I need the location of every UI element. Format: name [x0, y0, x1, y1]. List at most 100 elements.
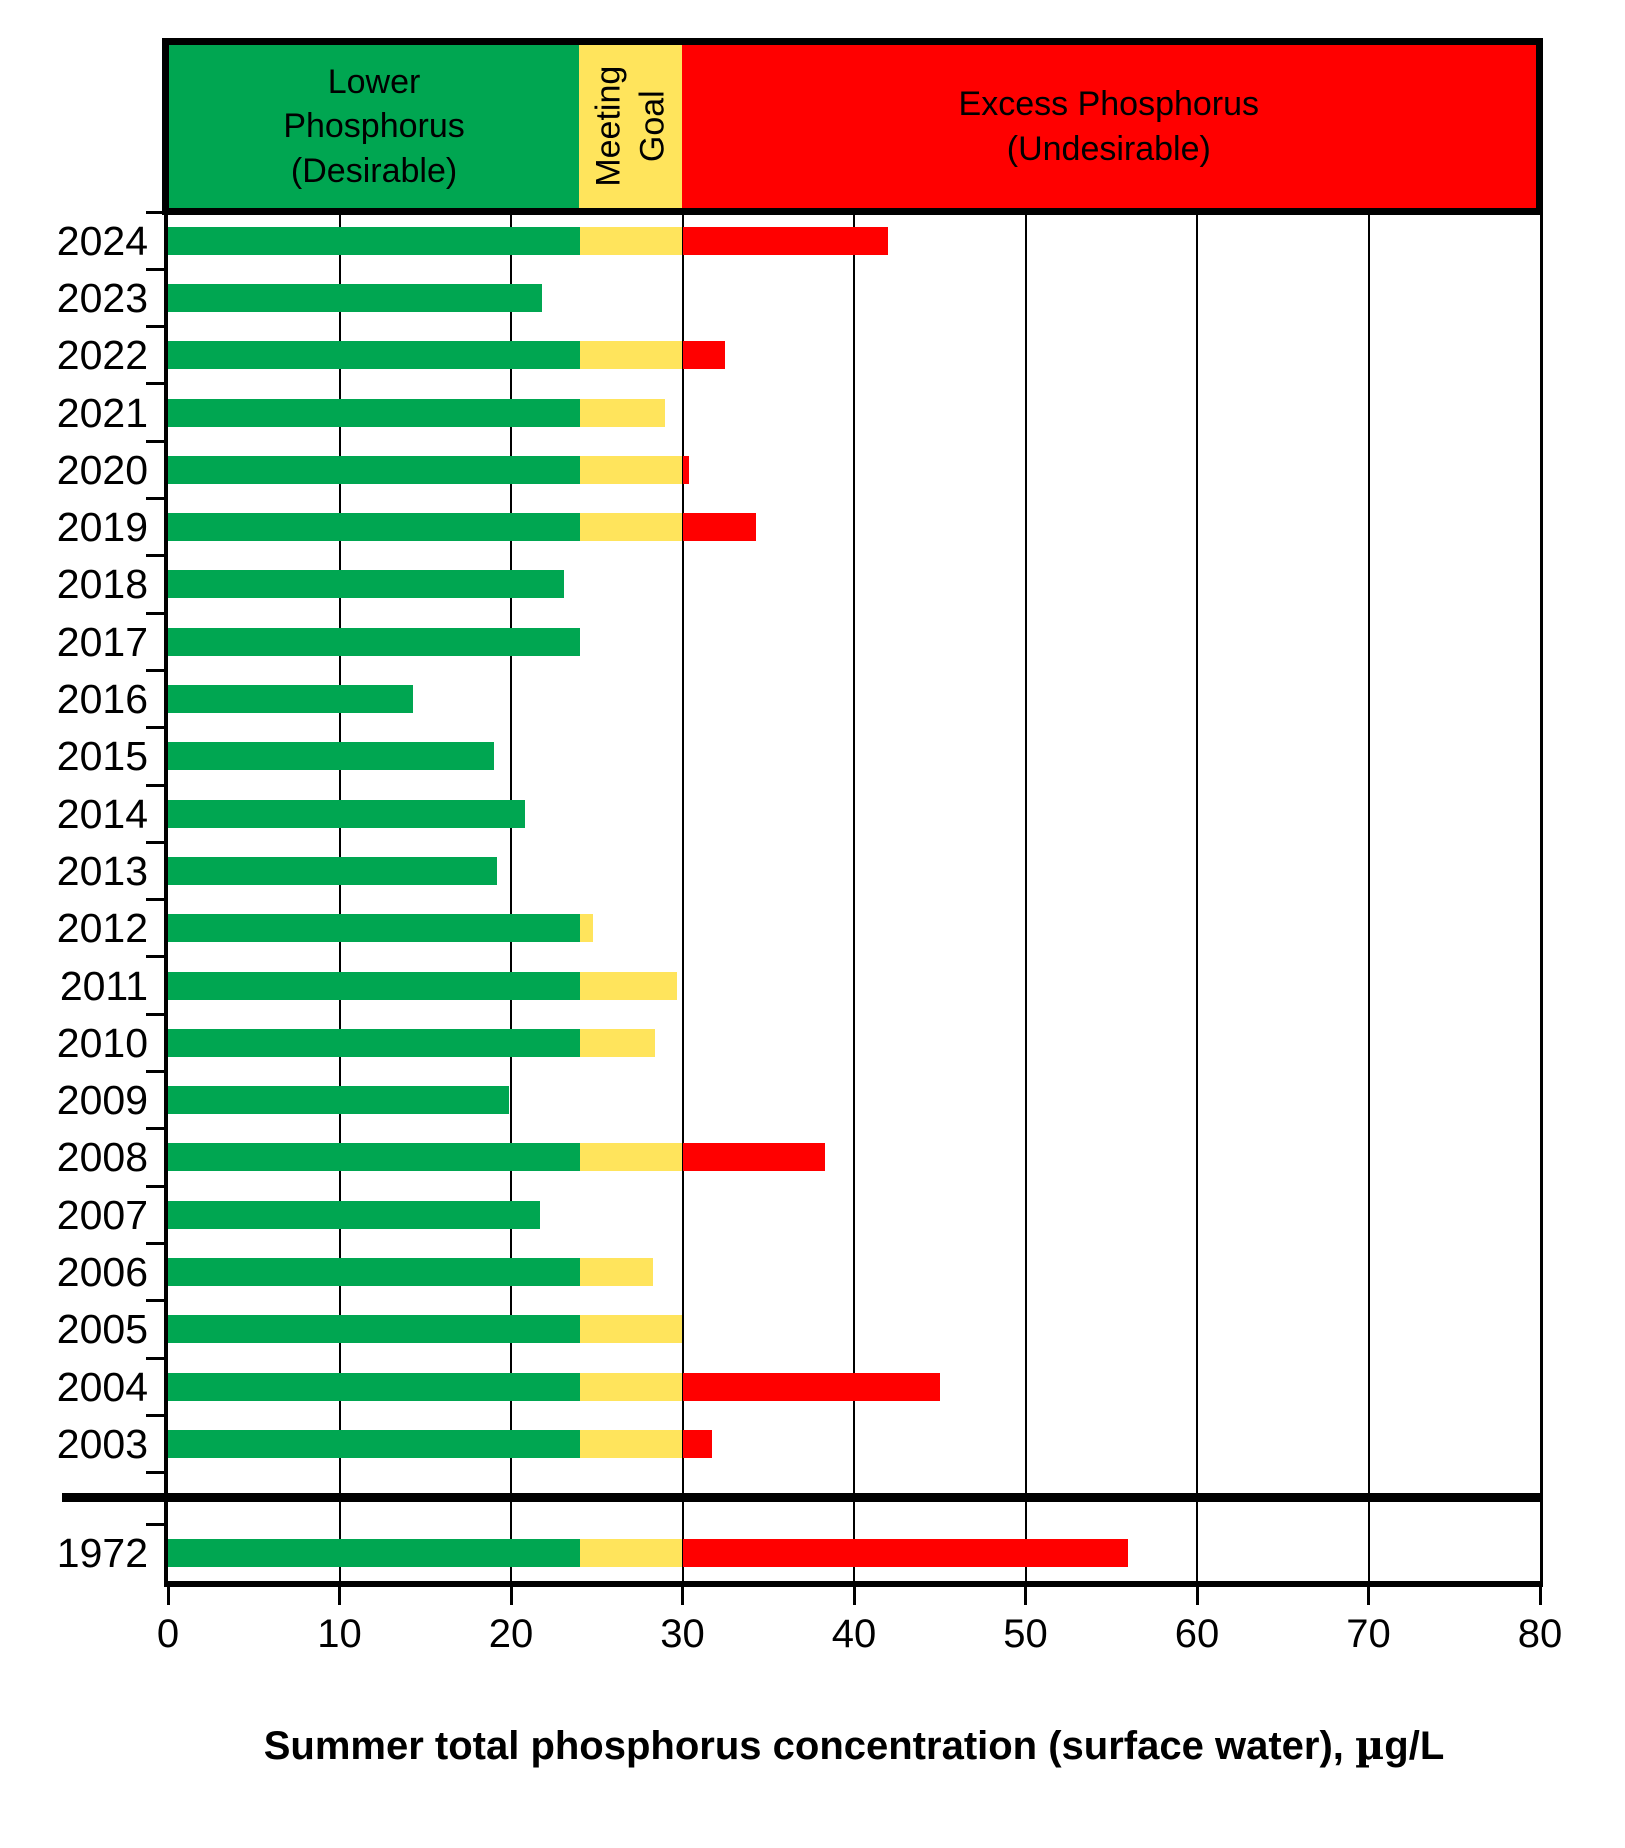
x-axis-tick-label-30: 30 — [660, 1612, 705, 1656]
bar-2023-green — [168, 283, 542, 312]
x-axis-tick-label-10: 10 — [317, 1612, 362, 1656]
y-axis-label-2022: 2022 — [56, 332, 148, 379]
gridline-20 — [510, 212, 512, 1581]
gridline-10 — [338, 212, 341, 1581]
bar-1972-red — [682, 1538, 1129, 1567]
gridline-70 — [1367, 212, 1370, 1581]
y-axis-tick — [146, 439, 164, 443]
y-axis-tick — [146, 325, 164, 329]
x-axis-tick — [1538, 1587, 1542, 1605]
bar-2011-green — [168, 971, 580, 1000]
x-axis-tick-label-60: 60 — [1174, 1612, 1220, 1656]
x-axis-title-text: Summer total phosphorus concentration (s… — [263, 1724, 1356, 1768]
bar-2016-green — [168, 685, 414, 713]
y-axis-tick — [146, 554, 164, 558]
y-axis-label-2005: 2005 — [56, 1306, 148, 1353]
gridline-50 — [1024, 212, 1027, 1581]
x-axis-tick — [681, 1587, 684, 1605]
x-axis-tick — [1367, 1587, 1370, 1605]
x-axis-title-unit: g/L — [1384, 1724, 1445, 1768]
bar-1972-yellow — [579, 1538, 683, 1567]
bar-2019-red — [682, 513, 757, 542]
bar-2005-yellow — [579, 1315, 683, 1344]
zone-excess-phosphorus-label: Excess Phosphorus (Undesirable) — [958, 85, 1260, 168]
bar-2013-green — [168, 856, 498, 885]
y-axis-tick — [146, 267, 164, 271]
y-axis-tick — [146, 1127, 164, 1131]
y-axis-label-2014: 2014 — [56, 790, 148, 837]
y-axis-tick — [146, 1299, 164, 1303]
bar-2006-yellow — [579, 1258, 654, 1286]
y-axis-tick — [146, 1471, 164, 1475]
axis-break-line — [62, 1493, 1543, 1502]
y-axis-tick — [146, 1184, 164, 1188]
y-axis-tick — [146, 840, 164, 844]
bar-2008-green — [168, 1143, 580, 1172]
y-axis-label-2015: 2015 — [56, 733, 148, 780]
y-axis-tick — [146, 955, 164, 959]
zone-lower-phosphorus: Lower Phosphorus (Desirable) — [169, 45, 580, 208]
y-axis-tick — [146, 1413, 164, 1417]
bar-2024-green — [168, 226, 580, 255]
bar-2018-green — [168, 570, 565, 599]
y-axis-label-2011: 2011 — [59, 962, 148, 1009]
bar-2020-green — [168, 455, 580, 484]
bar-2003-yellow — [579, 1429, 683, 1458]
x-axis-tick-label-50: 50 — [1003, 1612, 1048, 1656]
bar-2010-green — [168, 1028, 580, 1057]
bar-2008-yellow — [579, 1143, 683, 1172]
y-axis-label-2010: 2010 — [56, 1019, 148, 1066]
bar-2022-green — [168, 341, 580, 370]
y-axis-tick — [146, 668, 164, 672]
y-axis-label-1972: 1972 — [56, 1529, 148, 1576]
gridline-30 — [681, 212, 684, 1581]
x-axis-tick — [852, 1587, 856, 1605]
bar-2003-red — [682, 1429, 712, 1458]
y-axis-tick — [146, 611, 164, 615]
y-axis-label-2017: 2017 — [56, 618, 148, 665]
zone-meeting-goal-label: Meeting Goal — [589, 66, 672, 187]
y-axis-label-2003: 2003 — [56, 1420, 148, 1467]
gridline-40 — [853, 212, 855, 1581]
zone-meeting-goal: Meeting Goal — [579, 45, 682, 208]
bar-2009-green — [168, 1086, 510, 1115]
x-axis-tick-label-80: 80 — [1517, 1612, 1563, 1656]
bar-2024-yellow — [579, 226, 683, 255]
y-axis-label-2020: 2020 — [56, 446, 148, 493]
y-axis-label-2004: 2004 — [56, 1363, 148, 1410]
bar-2005-green — [168, 1315, 580, 1344]
bar-2012-yellow — [579, 914, 594, 943]
x-axis-tick — [1195, 1587, 1199, 1605]
bar-2014-green — [168, 799, 525, 828]
x-axis-tick-label-20: 20 — [488, 1612, 534, 1656]
bar-2004-green — [168, 1372, 580, 1401]
bar-2021-yellow — [579, 398, 666, 427]
x-axis-tick-label-40: 40 — [831, 1612, 877, 1656]
y-axis-label-2012: 2012 — [56, 905, 148, 952]
y-axis-label-2013: 2013 — [56, 847, 148, 894]
y-axis-tick — [146, 210, 164, 214]
bar-2004-red — [682, 1372, 940, 1401]
bar-2024-red — [682, 226, 889, 255]
zone-excess-phosphorus: Excess Phosphorus (Undesirable) — [681, 45, 1536, 208]
y-axis-label-2024: 2024 — [56, 217, 148, 264]
x-axis-tick — [1024, 1587, 1027, 1605]
bar-2012-green — [168, 914, 580, 943]
y-axis-label-2018: 2018 — [56, 561, 148, 608]
bar-2019-yellow — [579, 513, 683, 542]
bar-2006-green — [168, 1258, 580, 1286]
y-axis-tick — [146, 382, 164, 386]
x-axis-tick — [166, 1587, 170, 1605]
bar-2022-red — [682, 341, 726, 370]
y-axis-label-2008: 2008 — [56, 1134, 148, 1181]
plot-area — [62, 210, 1543, 1587]
y-axis-tick — [146, 1241, 164, 1245]
y-axis-label-2009: 2009 — [56, 1077, 148, 1124]
x-axis-tick — [338, 1587, 341, 1605]
mu-symbol: µ — [1355, 1722, 1385, 1769]
bar-2017-green — [168, 627, 580, 656]
y-axis-label-2006: 2006 — [56, 1249, 148, 1296]
y-axis-label-2021: 2021 — [56, 389, 148, 436]
bar-2015-green — [168, 742, 494, 771]
